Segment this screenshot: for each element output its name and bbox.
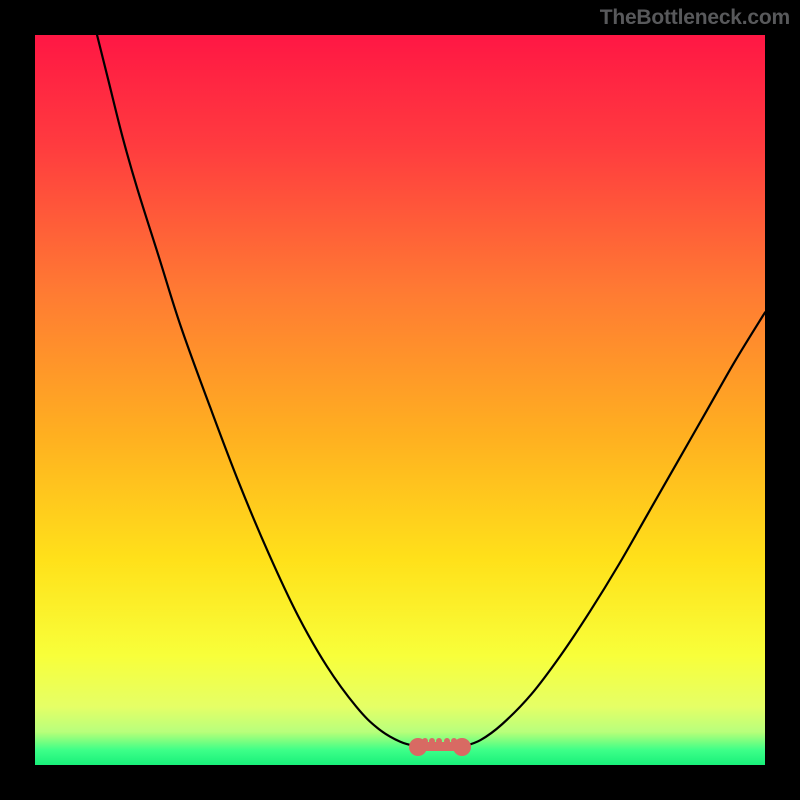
minimum-inner-dot <box>444 738 450 744</box>
watermark-text: TheBottleneck.com <box>600 6 790 30</box>
plot-area <box>35 35 765 765</box>
minimum-marker-group <box>35 35 765 765</box>
chart-frame: TheBottleneck.com <box>0 0 800 800</box>
